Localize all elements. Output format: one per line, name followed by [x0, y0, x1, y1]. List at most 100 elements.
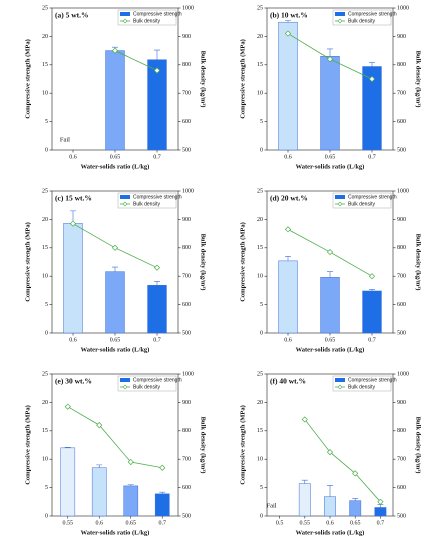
- legend-swatch: [335, 12, 345, 16]
- y-tick-label: 10: [257, 91, 263, 97]
- y-tick-label: 0: [260, 147, 263, 153]
- panel: 0 5 10 15 20 25 500 600 700 800 900 1000 0.6 0.65 0.7W…: [239, 188, 421, 353]
- y2-tick-label: 500: [397, 147, 406, 153]
- bar: [320, 277, 340, 334]
- legend-label: Compressive strength: [348, 194, 397, 200]
- y-tick-label: 15: [42, 428, 48, 434]
- bar: [324, 496, 336, 517]
- y2-tick-label: 900: [397, 400, 406, 406]
- bar: [362, 290, 382, 334]
- panel: 0 5 10 15 20 25 500 600 700 800 900 1000 0.6 0.65 0.7W…: [24, 188, 206, 353]
- bar: [154, 493, 170, 517]
- y-tick-label: 0: [45, 330, 48, 336]
- error-bar: [64, 446, 71, 448]
- y-axis-label: Compressive strength (MPa): [239, 405, 246, 485]
- y-tick-label: 25: [257, 371, 263, 377]
- density-marker: [326, 248, 334, 256]
- panel: 0 5 10 15 20 25 500 600 700 800 900 1000 0.55 0.6 0.65…: [24, 371, 206, 536]
- y-tick-label: 0: [260, 330, 263, 336]
- y2-tick-label: 500: [397, 513, 406, 519]
- legend-swatch: [120, 12, 130, 16]
- y2-axis-label: Bulk density (kg/m³): [200, 51, 207, 108]
- bar: [91, 467, 107, 517]
- error-bar: [154, 49, 160, 60]
- y2-tick-label: 500: [182, 147, 191, 153]
- y-tick-label: 15: [257, 62, 263, 68]
- error-bar: [369, 288, 375, 291]
- y2-tick-label: 1000: [182, 371, 194, 377]
- y2-tick-label: 700: [397, 274, 406, 280]
- y-tick-label: 25: [257, 5, 263, 11]
- legend-box: [332, 192, 392, 209]
- y2-tick-label: 900: [397, 34, 406, 40]
- x-tick-label: 0.7: [153, 154, 161, 160]
- y-tick-label: 5: [260, 485, 263, 491]
- y2-tick-label: 500: [182, 513, 191, 519]
- x-tick-label: 0.6: [69, 337, 77, 343]
- error-bar: [301, 479, 308, 484]
- y-tick-label: 5: [45, 119, 48, 125]
- x-tick-label: 0.7: [159, 520, 167, 526]
- legend-marker: [122, 384, 128, 390]
- legend-marker: [122, 201, 128, 207]
- legend-box: [117, 375, 177, 392]
- x-tick-label: 0.65: [110, 154, 121, 160]
- y2-tick-label: 900: [397, 217, 406, 223]
- bar: [298, 483, 311, 517]
- y2-tick-label: 800: [182, 62, 191, 68]
- legend-swatch: [120, 195, 130, 199]
- y2-tick-label: 1000: [397, 371, 409, 377]
- density-marker: [111, 244, 119, 251]
- density-marker: [69, 220, 77, 227]
- x-axis-label: Water-solids ratio (L/kg): [296, 346, 365, 353]
- legend-marker: [122, 18, 128, 24]
- bar: [147, 285, 167, 334]
- y2-tick-label: 700: [182, 91, 191, 97]
- legend-swatch: [120, 378, 130, 382]
- y2-axis-label: Bulk density (kg/m³): [200, 417, 207, 474]
- density-marker: [153, 67, 161, 74]
- y2-tick-label: 600: [182, 485, 191, 491]
- bar: [374, 507, 387, 517]
- y-tick-label: 20: [42, 34, 48, 40]
- error-bar: [159, 491, 166, 494]
- bar: [60, 447, 76, 517]
- y2-tick-label: 800: [397, 428, 406, 434]
- legend-label: Bulk density: [348, 384, 375, 390]
- legend-label: Compressive strength: [133, 194, 182, 200]
- y2-tick-label: 500: [182, 330, 191, 336]
- y-tick-label: 0: [260, 513, 263, 519]
- density-marker: [153, 264, 161, 271]
- y2-tick-label: 1000: [397, 188, 409, 194]
- y-tick-label: 5: [45, 302, 48, 308]
- panel-title: (d) 20 wt.%: [270, 194, 308, 203]
- plot-frame: [51, 373, 179, 517]
- density-marker: [368, 273, 376, 280]
- legend-marker: [337, 18, 343, 24]
- bar: [278, 260, 298, 334]
- y-tick-label: 15: [42, 245, 48, 251]
- panel-title: (f) 40 wt.%: [270, 377, 306, 386]
- y2-tick-label: 900: [182, 400, 191, 406]
- x-axis-label: Water-solids ratio (L/kg): [296, 529, 365, 536]
- y2-tick-label: 600: [397, 485, 406, 491]
- y-tick-label: 25: [42, 188, 48, 194]
- y-tick-label: 25: [257, 188, 263, 194]
- y-tick-label: 10: [42, 274, 48, 280]
- error-bar: [327, 271, 333, 278]
- y2-tick-label: 700: [397, 457, 406, 463]
- y-axis-label: Compressive strength (MPa): [239, 39, 246, 119]
- x-tick-label: 0.7: [153, 337, 161, 343]
- error-bar: [327, 48, 333, 57]
- y-axis-label: Compressive strength (MPa): [24, 405, 31, 485]
- y-tick-label: 20: [42, 217, 48, 223]
- density-line: [67, 406, 163, 469]
- y-tick-label: 20: [257, 400, 263, 406]
- y2-tick-label: 1000: [397, 5, 409, 11]
- legend-marker: [337, 384, 343, 390]
- legend-swatch: [335, 378, 345, 382]
- x-tick-label: 0.65: [325, 337, 336, 343]
- y2-tick-label: 600: [397, 119, 406, 125]
- bar: [278, 21, 298, 151]
- y2-tick-label: 600: [182, 302, 191, 308]
